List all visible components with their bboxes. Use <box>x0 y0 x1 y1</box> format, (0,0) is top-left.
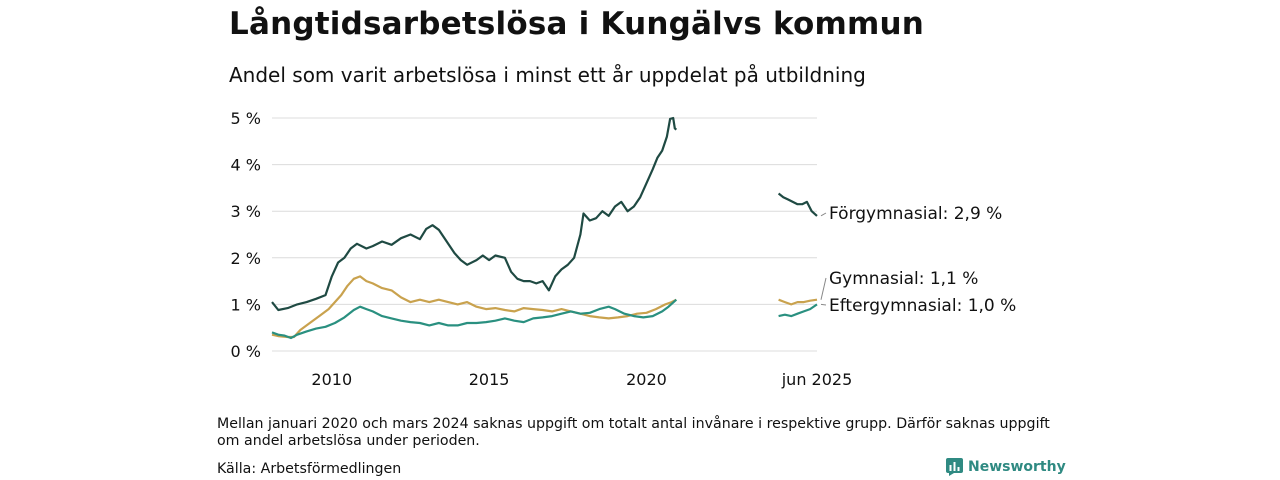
y-tick-label: 5 % <box>231 109 261 128</box>
leader-line <box>820 277 827 300</box>
brand-name: Newsworthy <box>968 459 1066 475</box>
bar-chart-logo-icon <box>946 458 963 476</box>
chart-subtitle: Andel som varit arbetslösa i minst ett å… <box>229 63 866 87</box>
y-axis-ticks: 0 % 1 % 2 % 3 % 4 % 5 % <box>231 109 261 361</box>
y-tick-label: 2 % <box>231 249 261 268</box>
series-labels: Förgymnasial: 2,9 % Gymnasial: 1,1 % Efter… <box>820 204 1016 316</box>
chart-title: Långtidsarbetslösa i Kungälvs kommun <box>229 6 925 42</box>
x-tick-label: jun 2025 <box>781 370 853 389</box>
series-lines <box>271 116 818 340</box>
series-line-eftergymnasial <box>778 303 818 318</box>
series-end-label: Eftergymnasial: 1,0 % <box>829 296 1016 316</box>
x-axis-ticks: 2010 2015 2020 jun 2025 <box>311 370 852 389</box>
series-line-gymnasial <box>778 298 818 306</box>
series-end-label: Gymnasial: 1,1 % <box>829 269 978 289</box>
series-line-förgymnasial <box>271 116 678 312</box>
y-tick-label: 0 % <box>231 342 261 361</box>
grid-lines <box>272 117 817 352</box>
x-tick-label: 2015 <box>469 370 510 389</box>
y-tick-label: 1 % <box>231 295 261 314</box>
x-tick-label: 2020 <box>626 370 667 389</box>
series-end-label: Förgymnasial: 2,9 % <box>829 204 1002 224</box>
x-tick-label: 2010 <box>311 370 352 389</box>
series-line-gymnasial <box>271 275 677 339</box>
leader-line <box>820 212 827 217</box>
series-line-eftergymnasial <box>271 298 678 340</box>
y-tick-label: 3 % <box>231 202 261 221</box>
leader-line <box>820 303 827 306</box>
brand-logo[interactable]: Newsworthy <box>946 458 1066 476</box>
y-tick-label: 4 % <box>231 156 261 175</box>
footnote: Mellan januari 2020 och mars 2024 saknas… <box>217 416 1050 449</box>
series-line-förgymnasial <box>777 192 818 217</box>
source-text: Källa: Arbetsförmedlingen <box>217 461 402 477</box>
